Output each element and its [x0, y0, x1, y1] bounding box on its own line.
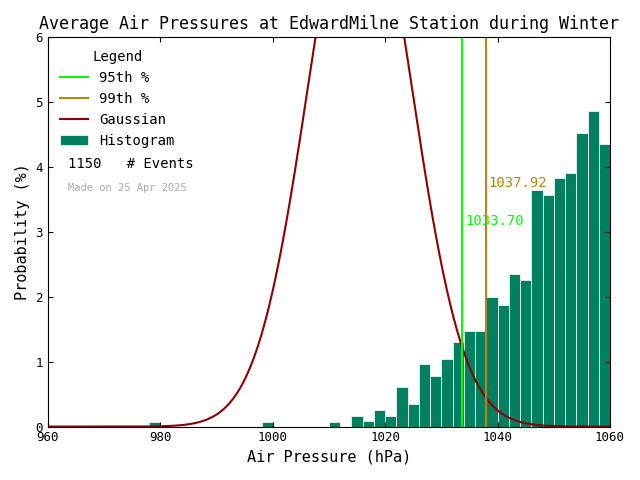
- Bar: [531, 190, 543, 427]
- Bar: [464, 331, 475, 427]
- Gaussian: [483, 396, 491, 402]
- Gaussian: [606, 424, 614, 430]
- Bar: [543, 195, 554, 427]
- Bar: [565, 173, 576, 427]
- Legend: 95th %, 99th %, Gaussian, Histogram: 95th %, 99th %, Gaussian, Histogram: [55, 44, 180, 153]
- Bar: [509, 274, 520, 427]
- X-axis label: Air Pressure (hPa): Air Pressure (hPa): [247, 450, 411, 465]
- 95th %: [458, 424, 466, 430]
- Bar: [149, 422, 161, 427]
- Y-axis label: Probability (%): Probability (%): [15, 164, 30, 300]
- Bar: [329, 422, 340, 427]
- Text: 1033.70: 1033.70: [465, 215, 524, 228]
- Bar: [452, 342, 464, 427]
- Bar: [442, 359, 452, 427]
- Text: 1037.92: 1037.92: [489, 176, 547, 190]
- Text: 1150   # Events: 1150 # Events: [68, 157, 193, 171]
- Bar: [262, 422, 273, 427]
- Bar: [610, 83, 621, 427]
- Gaussian: [271, 276, 279, 282]
- Line: Gaussian: Gaussian: [48, 0, 610, 427]
- Bar: [599, 144, 610, 427]
- Bar: [351, 416, 363, 427]
- Title: Average Air Pressures at EdwardMilne Station during Winter: Average Air Pressures at EdwardMilne Sta…: [39, 15, 619, 33]
- Bar: [385, 416, 396, 427]
- Gaussian: [292, 165, 300, 170]
- Text: Made on 25 Apr 2025: Made on 25 Apr 2025: [68, 183, 186, 193]
- Gaussian: [44, 424, 52, 430]
- Bar: [576, 133, 588, 427]
- Bar: [363, 421, 374, 427]
- Bar: [621, 117, 632, 427]
- Bar: [632, 94, 640, 427]
- 95th %: [458, 359, 466, 365]
- Bar: [374, 410, 385, 427]
- Bar: [554, 178, 565, 427]
- Gaussian: [493, 407, 500, 413]
- Gaussian: [102, 424, 109, 430]
- Gaussian: [431, 225, 438, 230]
- Bar: [486, 297, 497, 427]
- Bar: [520, 280, 531, 427]
- Bar: [475, 331, 486, 427]
- 99th %: [482, 359, 490, 365]
- Bar: [408, 404, 419, 427]
- 99th %: [482, 424, 490, 430]
- Bar: [419, 364, 430, 427]
- Bar: [497, 305, 509, 427]
- Bar: [396, 387, 408, 427]
- Bar: [430, 376, 442, 427]
- Bar: [588, 111, 599, 427]
